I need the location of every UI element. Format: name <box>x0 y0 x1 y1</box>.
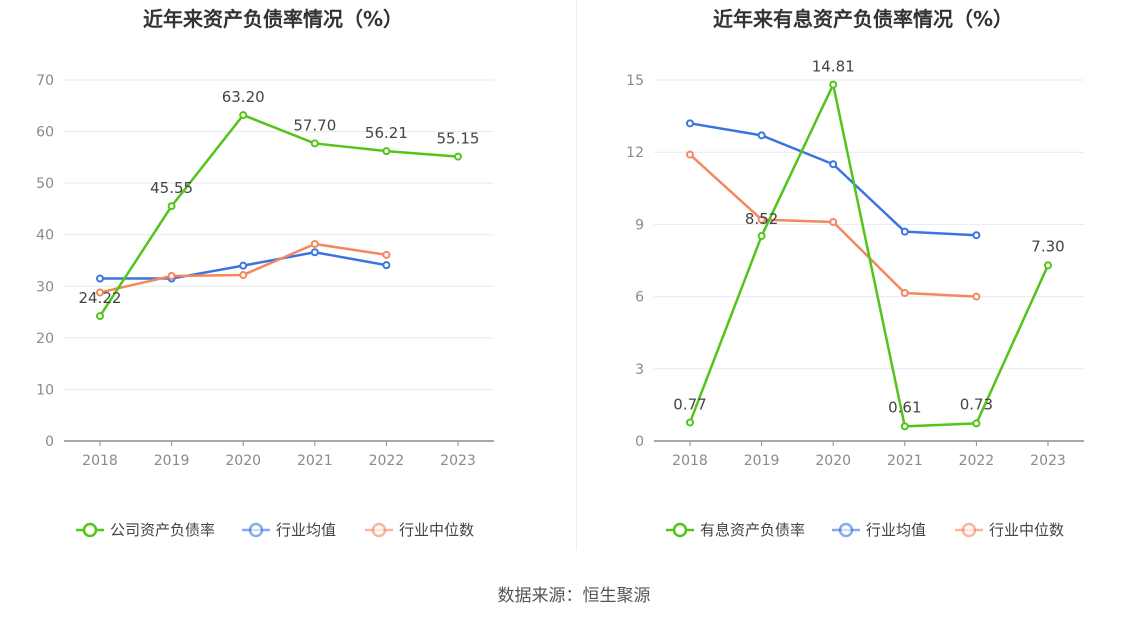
data-point <box>1044 261 1052 270</box>
y-tick-label: 60 <box>36 125 54 141</box>
legend-marker <box>838 522 854 538</box>
data-point <box>757 231 766 240</box>
y-tick-label: 70 <box>36 73 54 89</box>
data-point <box>686 119 694 128</box>
y-tick-label: 12 <box>626 145 644 161</box>
legend-label: 行业中位数 <box>989 521 1064 539</box>
data-point <box>686 150 694 159</box>
y-tick-label: 20 <box>36 331 54 347</box>
data-point <box>96 288 104 297</box>
chart-divider <box>576 0 577 550</box>
data-point <box>454 152 462 161</box>
x-tick-label: 2018 <box>672 453 708 469</box>
data-label: 14.81 <box>812 58 855 76</box>
data-source-note: 数据来源：恒生聚源 <box>497 586 651 606</box>
data-point <box>239 270 248 279</box>
data-point <box>310 248 319 257</box>
legend-label: 行业均值 <box>866 521 926 539</box>
data-label: 0.61 <box>888 398 921 416</box>
y-tick-label: 0 <box>635 434 644 450</box>
data-label: 63.20 <box>222 88 265 106</box>
x-tick-label: 2023 <box>440 453 476 469</box>
legend-label: 行业中位数 <box>399 521 474 539</box>
data-label: 7.30 <box>1031 237 1064 255</box>
chart-title: 近年来有息资产负债率情况（%） <box>713 7 1013 31</box>
data-label: 45.55 <box>150 179 193 197</box>
x-tick-label: 2021 <box>887 453 923 469</box>
x-tick-label: 2022 <box>959 453 995 469</box>
data-label: 24.22 <box>79 289 122 307</box>
legend-marker <box>961 522 977 538</box>
data-point <box>829 80 838 89</box>
data-point <box>382 250 391 259</box>
data-point <box>310 139 319 148</box>
y-tick-label: 6 <box>635 290 644 306</box>
series-line <box>688 83 1050 428</box>
x-tick-label: 2020 <box>225 453 261 469</box>
data-point <box>310 239 319 248</box>
data-point <box>972 292 981 301</box>
legend-label: 有息资产负债率 <box>700 521 805 539</box>
data-label: 8.52 <box>745 210 778 228</box>
legend-marker <box>248 522 264 538</box>
data-point <box>167 202 176 211</box>
x-tick-label: 2020 <box>815 453 851 469</box>
data-point <box>96 274 104 283</box>
x-tick-label: 2019 <box>744 453 780 469</box>
y-tick-label: 9 <box>635 217 644 233</box>
x-tick-label: 2022 <box>369 453 405 469</box>
legend-marker <box>371 522 387 538</box>
data-point <box>900 227 909 236</box>
data-point <box>972 231 981 240</box>
data-point <box>239 261 248 270</box>
data-point <box>900 422 909 431</box>
data-point <box>382 261 391 270</box>
data-point <box>686 418 694 427</box>
data-point <box>900 288 909 297</box>
x-tick-label: 2018 <box>82 453 118 469</box>
x-tick-label: 2019 <box>154 453 190 469</box>
data-point <box>167 271 176 280</box>
data-label: 55.15 <box>437 130 480 148</box>
data-point <box>757 215 766 224</box>
x-tick-label: 2021 <box>297 453 333 469</box>
y-tick-label: 0 <box>45 434 54 450</box>
y-tick-label: 40 <box>36 228 54 244</box>
data-point <box>382 147 391 156</box>
data-point <box>829 217 838 226</box>
y-tick-label: 10 <box>36 382 54 398</box>
data-label: 57.70 <box>293 116 336 134</box>
y-tick-label: 15 <box>626 73 644 89</box>
legend-marker <box>82 522 98 538</box>
legend-label: 行业均值 <box>276 521 336 539</box>
data-label: 56.21 <box>365 124 408 142</box>
y-tick-label: 3 <box>635 362 644 378</box>
y-tick-label: 50 <box>36 176 54 192</box>
x-tick-label: 2023 <box>1030 453 1066 469</box>
legend-label: 公司资产负债率 <box>110 521 215 539</box>
data-point <box>239 111 248 120</box>
data-point <box>829 160 838 169</box>
data-point <box>96 312 104 321</box>
data-label: 0.73 <box>960 395 993 413</box>
data-point <box>972 419 981 428</box>
y-tick-label: 30 <box>36 279 54 295</box>
series-line <box>98 113 459 317</box>
data-point <box>757 131 766 140</box>
legend-marker <box>672 522 688 538</box>
chart-title: 近年来资产负债率情况（%） <box>143 7 403 31</box>
data-label: 0.77 <box>673 395 706 413</box>
